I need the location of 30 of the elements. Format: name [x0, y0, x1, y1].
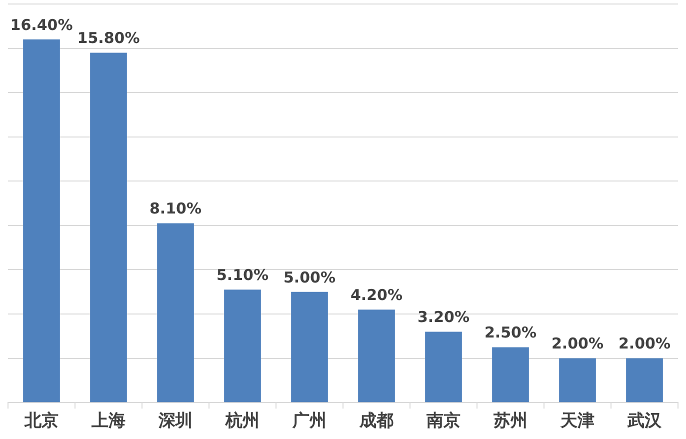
x-tick-label: 广州 — [292, 411, 326, 432]
bar — [291, 292, 328, 402]
data-label: 2.00% — [618, 334, 671, 353]
bar — [23, 39, 60, 402]
x-tick-label: 南京 — [426, 411, 460, 432]
bar — [157, 223, 194, 402]
data-label: 4.20% — [350, 286, 403, 304]
data-label: 3.20% — [417, 308, 470, 326]
data-label: 2.00% — [551, 334, 604, 353]
bar — [626, 358, 663, 402]
data-label: 5.00% — [283, 268, 336, 286]
x-tick-label: 成都 — [358, 411, 394, 432]
bar — [224, 290, 261, 402]
x-tick-label: 杭州 — [224, 411, 260, 432]
data-label: 15.80% — [77, 29, 140, 48]
bar — [90, 52, 127, 402]
data-label: 5.10% — [216, 266, 269, 284]
data-label: 8.10% — [149, 200, 202, 218]
data-label: 2.50% — [484, 324, 537, 342]
x-tick-label: 武汉 — [626, 411, 662, 432]
bar — [559, 358, 596, 402]
x-tick-label: 北京 — [24, 411, 58, 432]
x-tick-label: 天津 — [560, 411, 594, 432]
x-tick-label: 苏州 — [492, 411, 528, 432]
bar — [358, 310, 395, 402]
x-tick-label: 上海 — [90, 411, 126, 432]
bar — [425, 332, 462, 402]
x-tick-label: 深圳 — [158, 411, 192, 432]
data-label: 16.40% — [10, 16, 73, 34]
bar — [492, 347, 529, 402]
